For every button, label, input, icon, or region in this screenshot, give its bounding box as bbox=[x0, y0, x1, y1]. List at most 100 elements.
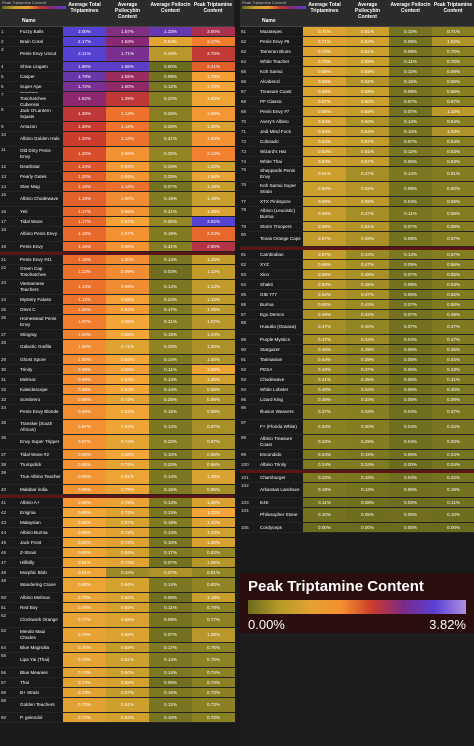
row-strain-name: Brain Coral bbox=[20, 38, 43, 44]
cell-peak: 2.41% bbox=[192, 62, 235, 71]
cell-avg-psilocybin: 0.52% bbox=[346, 182, 389, 196]
row-rank: 66 bbox=[241, 79, 247, 84]
row-rank: 28 bbox=[1, 340, 7, 345]
cell-peak: 0.98% bbox=[192, 385, 235, 394]
cell-avg-total: 0.64% bbox=[303, 127, 346, 136]
cell-peak: 0.64% bbox=[432, 137, 474, 146]
cell-peak: 1.13% bbox=[192, 265, 235, 279]
cell-avg-psilocybin: 0.59% bbox=[346, 67, 389, 76]
cell-avg-psilocybin: 0.51% bbox=[346, 147, 389, 156]
cell-peak: 0.98% bbox=[192, 395, 235, 404]
cell-peak: 0.70% bbox=[432, 57, 474, 66]
cell-avg-total: 0.78% bbox=[63, 593, 106, 602]
cell-avg-total: 0.70% bbox=[303, 47, 346, 56]
cell-avg-psilocin: 0.21% bbox=[149, 207, 192, 216]
table-row: 43 Malaysian 0.85% 0.67% 0.18% 1.42% bbox=[0, 518, 235, 528]
cell-avg-psilocybin: 0.76% bbox=[106, 460, 149, 469]
cell-peak: 2.90% bbox=[192, 242, 235, 251]
cell-peak: 0.34% bbox=[432, 420, 474, 434]
cell-avg-psilocybin: 0.47% bbox=[346, 207, 389, 221]
row-rank: 35 bbox=[1, 420, 7, 425]
cell-avg-psilocin: 0.14% bbox=[389, 250, 432, 259]
cell-avg-psilocin: 0.15% bbox=[149, 405, 192, 419]
row-rank: 33 bbox=[1, 397, 7, 402]
cell-avg-psilocin: 0.09% bbox=[389, 87, 432, 96]
group-separator bbox=[0, 252, 234, 255]
row-rank: 34 bbox=[1, 405, 7, 410]
cell-avg-psilocin: 0.05% bbox=[389, 355, 432, 364]
cell-avg-psilocybin: 0.99% bbox=[106, 280, 149, 294]
cell-avg-total: 1.04% bbox=[63, 330, 106, 339]
cell-avg-psilocin: 0.05% bbox=[389, 508, 432, 522]
cell-peak: 0.80% bbox=[192, 578, 235, 592]
cell-avg-psilocybin: 0.19% bbox=[346, 450, 389, 459]
cell-peak: 0.69% bbox=[432, 67, 474, 76]
cell-avg-psilocin: 0.19% bbox=[149, 227, 192, 241]
cell-avg-total: 1.00% bbox=[63, 355, 106, 364]
cell-avg-psilocin: 0.54% bbox=[149, 37, 192, 46]
cell-avg-psilocybin: 0.72% bbox=[106, 528, 149, 537]
cell-avg-psilocin: 0.04% bbox=[389, 335, 432, 344]
row-rank: 51 bbox=[1, 605, 7, 610]
table-row: 95 Lizard King 0.39% 0.34% 0.05% 0.39% bbox=[240, 395, 474, 405]
cell-avg-psilocybin: 0.99% bbox=[106, 265, 149, 279]
cell-avg-psilocin: 0.21% bbox=[149, 132, 192, 146]
cell-peak: 0.72% bbox=[192, 713, 235, 722]
row-strain-name: Huautla (Oaxaca) bbox=[260, 323, 297, 329]
row-rank: 105 bbox=[241, 525, 249, 530]
cell-avg-psilocin: 0.14% bbox=[389, 167, 432, 181]
row-strain-name: Tameran Blues bbox=[260, 48, 291, 54]
cell-avg-psilocin: 0.10% bbox=[389, 67, 432, 76]
table-row: 3 Penis Envy Uncut 2.11% 1.71% 0.40% 2.76% bbox=[0, 47, 235, 62]
cell-avg-psilocin: 0.14% bbox=[149, 498, 192, 507]
cell-avg-total: 0.44% bbox=[303, 355, 346, 364]
cell-peak: 1.22% bbox=[192, 162, 235, 171]
cell-avg-psilocybin: 0.47% bbox=[346, 290, 389, 299]
row-rank: 97 bbox=[241, 420, 247, 425]
row-strain-name: Super Ape bbox=[20, 83, 42, 89]
cell-avg-psilocybin: 1.12% bbox=[106, 122, 149, 131]
row-strain-name: Golden Teachers bbox=[20, 701, 55, 707]
color-legend: Peak Triptamine Content 0.00% 3.82% bbox=[240, 573, 474, 633]
row-rank: 52 bbox=[1, 613, 7, 618]
table-row: 41 Albino A+ 0.92% 0.78% 0.14% 1.36% bbox=[0, 498, 235, 508]
table-row: 91 Tasmanian 0.44% 0.39% 0.05% 0.44% bbox=[240, 355, 474, 365]
cell-avg-psilocybin: 0.86% bbox=[106, 355, 149, 364]
cell-peak: 0.97% bbox=[192, 420, 235, 434]
row-strain-name: Chamburger bbox=[260, 474, 286, 480]
cell-peak: 1.03% bbox=[432, 127, 474, 136]
row-rank: 14 bbox=[1, 184, 7, 189]
row-strain-name: Deathstar bbox=[20, 163, 40, 169]
cell-peak: 0.71% bbox=[432, 27, 474, 36]
cell-avg-psilocybin: 0.68% bbox=[106, 613, 149, 627]
cell-avg-psilocin: 0.05% bbox=[389, 290, 432, 299]
row-strain-name: Lizard King bbox=[260, 396, 283, 402]
cell-avg-total: 1.13% bbox=[63, 265, 106, 279]
cell-avg-psilocybin: 0.43% bbox=[346, 250, 389, 259]
row-rank: 91 bbox=[241, 357, 247, 362]
cell-avg-psilocybin: 0.65% bbox=[106, 548, 149, 557]
cell-peak: 1.25% bbox=[192, 375, 235, 384]
cell-peak: 1.09% bbox=[192, 305, 235, 314]
row-strain-name: Malabar india bbox=[20, 486, 48, 492]
cell-peak: 1.72% bbox=[192, 508, 235, 517]
row-strain-name: Trinity bbox=[20, 366, 33, 372]
row-strain-name: Albino Trinity bbox=[260, 461, 287, 467]
cell-avg-psilocybin: 0.85% bbox=[106, 330, 149, 339]
cell-avg-psilocin: 0.21% bbox=[149, 315, 192, 329]
row-strain-name: Koh Samui bbox=[260, 68, 283, 74]
row-strain-name: Red Boy bbox=[20, 604, 38, 610]
cell-avg-psilocybin: 0.74% bbox=[106, 435, 149, 449]
cell-avg-psilocin: 0.06% bbox=[389, 157, 432, 166]
row-strain-name: Ego Demon bbox=[260, 311, 285, 317]
cell-avg-total: 0.85% bbox=[63, 518, 106, 527]
cell-avg-total: 1.72% bbox=[63, 82, 106, 91]
table-row: 2 Brain Coral 2.17% 1.63% 0.54% 2.17% bbox=[0, 37, 235, 47]
cell-peak: 2.34% bbox=[192, 227, 235, 241]
cell-avg-psilocin: 0.14% bbox=[149, 420, 192, 434]
cell-avg-psilocybin: 0.52% bbox=[346, 77, 389, 86]
cell-avg-total: 0.82% bbox=[63, 548, 106, 557]
cell-avg-total: 0.60% bbox=[303, 182, 346, 196]
row-strain-name: Tidal Wave #2 bbox=[20, 451, 50, 457]
table-row: 74 White Thai 0.63% 0.57% 0.06% 0.63% bbox=[240, 157, 474, 167]
